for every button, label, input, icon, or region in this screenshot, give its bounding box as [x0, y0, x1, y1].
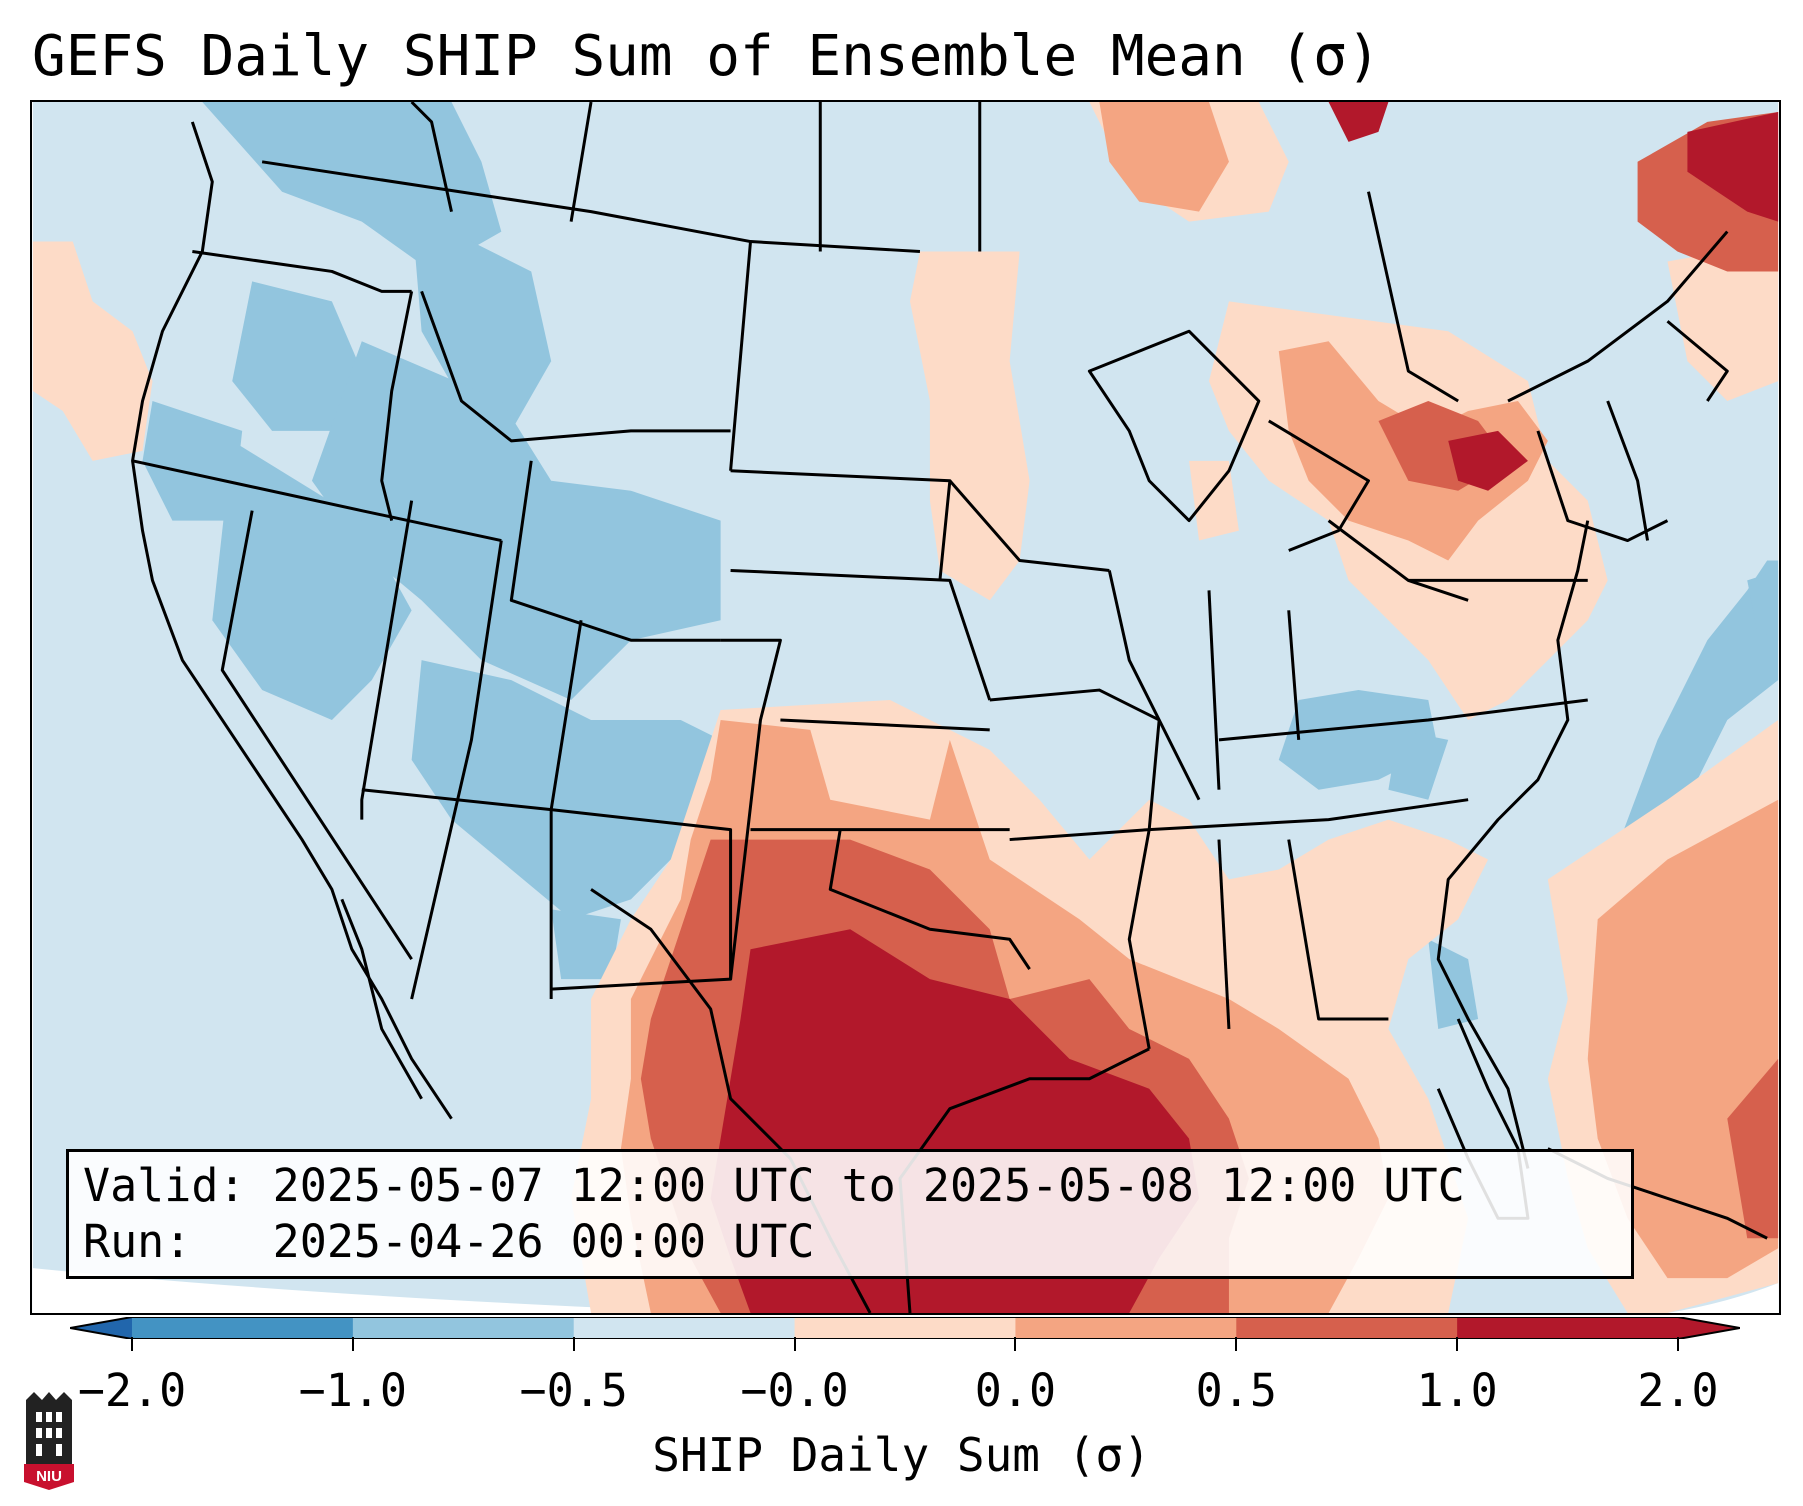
- colorbar-tick-mark: [793, 1337, 796, 1351]
- colorbar-segment: [1015, 1317, 1237, 1339]
- colorbar-segment: [1236, 1317, 1458, 1339]
- projection-edge-right: [1667, 1283, 1779, 1313]
- run-time-text: Run: 2025-04-26 00:00 UTC: [83, 1215, 815, 1268]
- colorbar: [70, 1317, 1740, 1339]
- map-field: [32, 102, 1779, 1313]
- colorbar-tick-mark: [131, 1337, 133, 1351]
- valid-time-text: Valid: 2025-05-07 12:00 UTC to 2025-05-0…: [83, 1159, 1465, 1212]
- field-negative-west: [142, 102, 721, 980]
- colorbar-tick-mark: [1677, 1337, 1679, 1351]
- map-panel: [30, 100, 1781, 1315]
- colorbar-tick-mark: [351, 1337, 354, 1351]
- colorbar-tick-label: 0.0: [974, 1364, 1057, 1417]
- colorbar-extend-low: [70, 1317, 132, 1339]
- svg-text:NIU: NIU: [36, 1468, 62, 1485]
- colorbar-tick-label: −0.5: [519, 1364, 628, 1417]
- colorbar-segment: [352, 1317, 575, 1339]
- colorbar-tick-mark: [1235, 1337, 1238, 1351]
- colorbar-extend-high: [1678, 1317, 1740, 1339]
- projection-edge-left: [32, 1268, 731, 1313]
- valid-run-info-box: Valid: 2025-05-07 12:00 UTC to 2025-05-0…: [66, 1149, 1634, 1279]
- colorbar-segment: [132, 1317, 354, 1339]
- map-title: GEFS Daily SHIP Sum of Ensemble Mean (σ): [32, 24, 1381, 89]
- colorbar-segment: [794, 1317, 1016, 1339]
- colorbar-tick-label: −2.0: [77, 1364, 187, 1417]
- colorbar-tick-label: 0.5: [1195, 1364, 1277, 1417]
- colorbar-label: SHIP Daily Sum (σ): [652, 1428, 1151, 1482]
- colorbar-segment: [1457, 1317, 1679, 1339]
- colorbar-tick-mark: [572, 1337, 575, 1351]
- colorbar-tick-label: −0.0: [740, 1364, 849, 1417]
- colorbar-tick-label: 1.0: [1416, 1364, 1498, 1417]
- colorbar-tick-label: −1.0: [298, 1364, 408, 1417]
- colorbar-tick-mark: [1014, 1337, 1017, 1351]
- colorbar-tick-mark: [1456, 1337, 1459, 1351]
- colorbar-tick-label: 2.0: [1637, 1364, 1719, 1417]
- colorbar-segment: [573, 1317, 796, 1339]
- niu-logo: NIU: [24, 1392, 74, 1490]
- state-boundaries: [131, 102, 1729, 1313]
